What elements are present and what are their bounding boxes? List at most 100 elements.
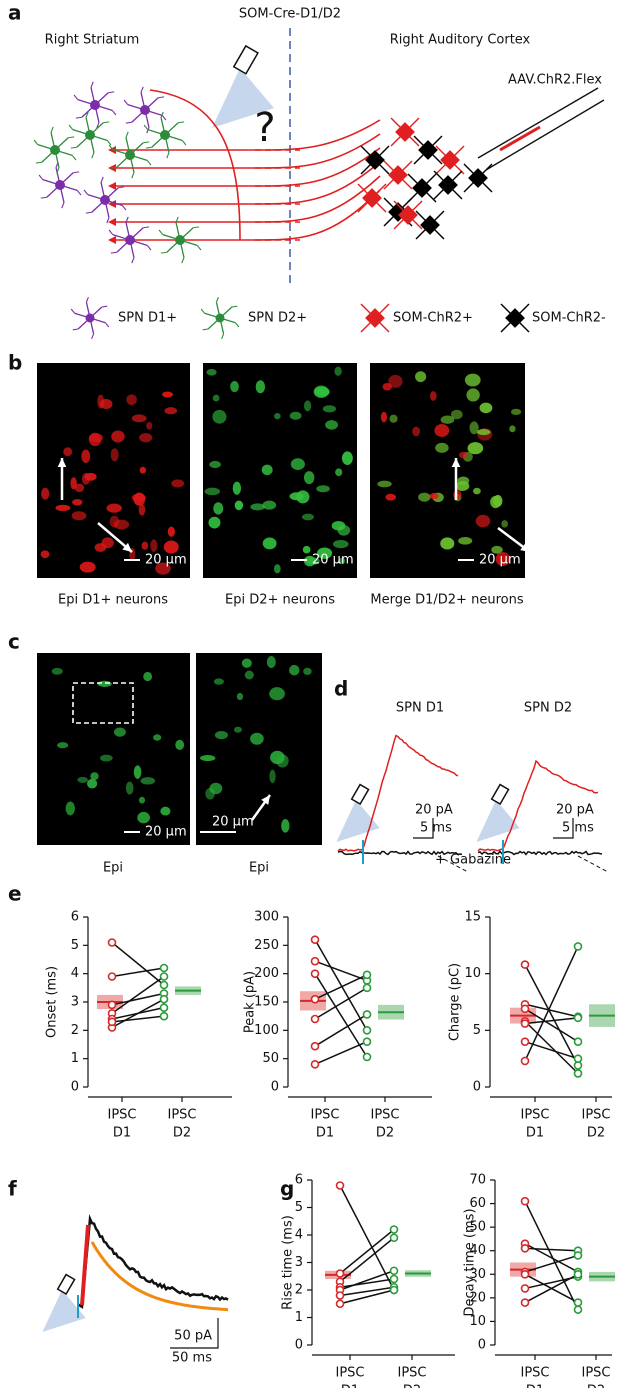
cell	[209, 782, 223, 795]
dendrite	[129, 154, 148, 161]
dendrite	[179, 227, 194, 241]
y-tick-label: 0	[295, 1338, 303, 1353]
dendrite	[76, 189, 82, 196]
arrow-head	[520, 543, 530, 552]
dendrite	[204, 312, 221, 319]
y-tick-label: 0	[271, 1080, 279, 1095]
x-tick-label: IPSC	[370, 1108, 399, 1123]
cell	[167, 526, 175, 537]
dendrite	[90, 81, 94, 88]
cell	[63, 447, 73, 457]
y-tick-label: 15	[464, 910, 481, 925]
y-tick-label: 2	[71, 1023, 79, 1038]
som-cell	[418, 140, 438, 160]
cell	[269, 769, 276, 784]
cell	[41, 487, 50, 500]
pair-line	[339, 1278, 395, 1288]
dendrite	[129, 142, 144, 156]
cell	[389, 414, 398, 423]
cell	[440, 415, 455, 424]
cell	[100, 754, 113, 762]
dendrite	[175, 222, 181, 241]
cell	[71, 511, 87, 521]
trace	[477, 850, 603, 856]
pair-line	[339, 1270, 395, 1291]
x-tick-label: IPSC	[107, 1108, 136, 1123]
cell	[232, 481, 242, 495]
cell	[289, 664, 300, 676]
light-cone	[212, 68, 274, 128]
pair-line	[339, 1286, 395, 1297]
pair-line	[111, 992, 165, 1006]
cell	[266, 655, 276, 669]
cell	[261, 464, 273, 476]
cell	[467, 442, 484, 455]
light-cone	[42, 1290, 86, 1332]
som-cell	[398, 205, 418, 225]
cell	[250, 732, 264, 745]
pair-line	[314, 960, 368, 982]
y-tick-label: 40	[469, 1243, 486, 1258]
som-cell	[365, 308, 385, 328]
cell	[338, 557, 346, 565]
data-point	[362, 1052, 372, 1062]
cell	[99, 398, 113, 410]
dendrite	[42, 179, 61, 186]
scale-label: 5 ms	[562, 821, 594, 836]
image-caption: Epi	[103, 861, 123, 876]
cell	[77, 776, 89, 783]
cell	[113, 727, 126, 737]
dendrite	[179, 239, 198, 246]
data-point	[335, 1181, 345, 1190]
data-point	[573, 942, 583, 951]
cell	[212, 394, 220, 402]
cell	[469, 421, 479, 435]
inset-box	[72, 682, 134, 724]
terminal	[108, 200, 116, 208]
dendrite	[146, 244, 152, 251]
pair-line	[339, 1228, 395, 1275]
dendrite	[162, 234, 181, 241]
data-point	[310, 1041, 320, 1051]
x-tick-label: D2	[587, 1384, 605, 1388]
data-point	[520, 1037, 530, 1046]
cell	[430, 391, 437, 401]
cell	[334, 366, 342, 376]
dendrite	[90, 87, 96, 106]
dendrite	[37, 144, 56, 151]
data-point	[362, 970, 372, 980]
link	[437, 855, 469, 873]
dendrite	[89, 317, 106, 324]
data-point	[107, 972, 117, 981]
dendrite	[175, 216, 179, 223]
cell	[303, 471, 315, 485]
dendrite	[129, 227, 144, 241]
dendrite	[89, 134, 108, 141]
cell	[303, 400, 312, 412]
y-tick-label: 3	[295, 1255, 303, 1270]
cell	[97, 680, 112, 687]
dendrite	[83, 189, 89, 196]
dendrite	[164, 134, 170, 153]
x-tick-label: D1	[316, 1126, 334, 1141]
dendrite	[144, 109, 150, 128]
arrow-head	[122, 542, 132, 552]
dendrite	[91, 152, 95, 159]
trace	[77, 1213, 229, 1309]
cell	[139, 432, 153, 443]
cell	[418, 492, 431, 502]
dendrite	[54, 149, 73, 156]
data-point	[573, 1061, 583, 1070]
dendrite	[129, 239, 135, 258]
y-tick-label: 4	[71, 966, 79, 981]
cell	[262, 500, 277, 510]
drug-label: + Gabazine	[435, 853, 511, 868]
cell	[509, 425, 516, 433]
x-tick-label: IPSC	[520, 1108, 549, 1123]
data-point	[362, 1026, 372, 1035]
y-tick-label: 3	[71, 995, 79, 1010]
dendrite	[50, 126, 54, 133]
data-point	[520, 1284, 530, 1293]
som-cell	[388, 165, 408, 185]
